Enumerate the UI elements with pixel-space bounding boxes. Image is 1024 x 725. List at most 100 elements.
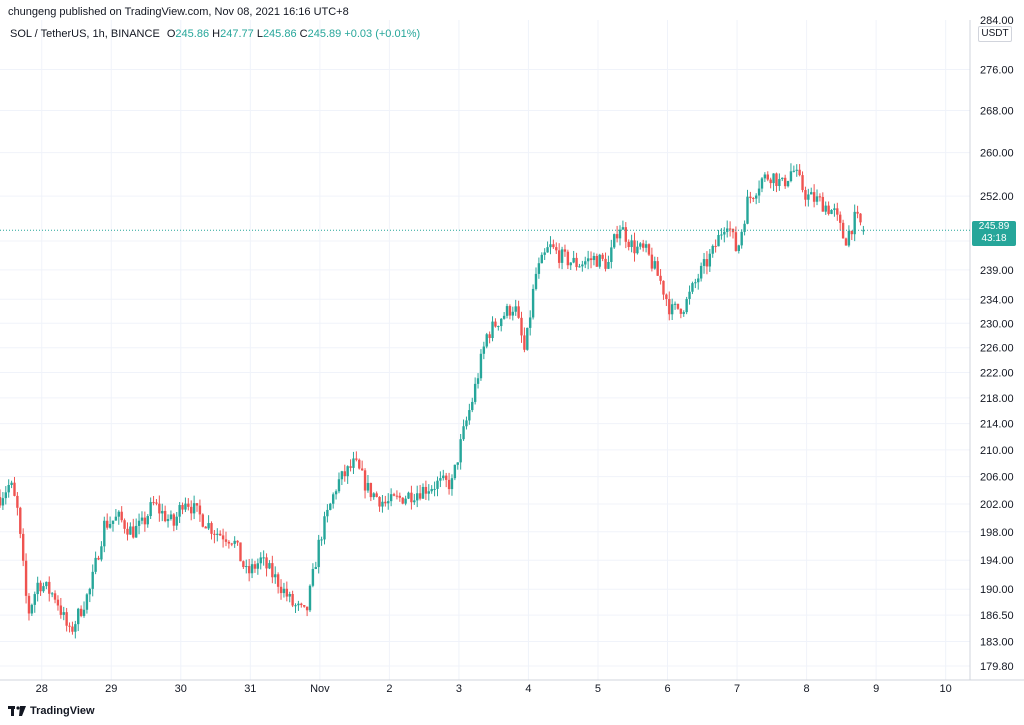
candle [444, 472, 448, 488]
candle-body [250, 564, 254, 574]
candle [163, 505, 167, 523]
candle-body [36, 582, 39, 595]
candle-body [7, 484, 10, 493]
candle-body [468, 410, 471, 421]
candle [708, 249, 712, 272]
candle [491, 316, 494, 342]
candle-body [754, 195, 758, 199]
candle-body [514, 306, 517, 312]
candle [149, 497, 152, 519]
candle [65, 607, 68, 632]
candle-body [378, 496, 381, 507]
candle [175, 511, 178, 530]
candle-body [711, 245, 714, 254]
candle-body [398, 495, 402, 498]
candle-body [340, 471, 344, 480]
candle [549, 236, 552, 255]
candle-body [488, 334, 491, 339]
candle-body [520, 317, 523, 336]
candle-body [198, 505, 202, 515]
candle-body [311, 568, 315, 586]
candle-body [363, 470, 367, 491]
candle-body [74, 624, 77, 632]
candle-body [442, 475, 445, 479]
tradingview-brand[interactable]: TradingView [8, 705, 95, 717]
candle [528, 310, 532, 336]
candle [511, 306, 515, 321]
candle-body [166, 519, 170, 522]
candle [537, 257, 541, 279]
candle-body [731, 228, 735, 233]
candle [410, 485, 413, 510]
candle [201, 513, 205, 528]
candle [592, 252, 596, 266]
candle [827, 201, 830, 216]
candle [691, 281, 694, 295]
candle-body [184, 503, 187, 510]
candle [398, 492, 402, 502]
candle [294, 603, 297, 614]
price-tick-label: 268.00 [980, 105, 1014, 117]
candle-body [563, 249, 567, 252]
candle-body [740, 231, 743, 246]
candle-body [772, 173, 775, 184]
candle [818, 193, 822, 202]
candle-body [274, 574, 277, 578]
candle [702, 252, 706, 274]
candle-body [181, 505, 184, 510]
candle-body [752, 198, 755, 200]
candle [786, 180, 790, 188]
candle [401, 497, 404, 505]
candle-body [653, 261, 656, 269]
close-label: C [299, 28, 308, 40]
candle-body [172, 514, 176, 526]
candle [88, 587, 92, 603]
candle-body [859, 213, 862, 223]
candle-body [444, 475, 448, 480]
candle-body [734, 232, 738, 251]
candle [862, 225, 865, 235]
candle-body [572, 257, 575, 263]
candle [85, 593, 89, 614]
candle [760, 177, 764, 193]
candle [801, 171, 804, 193]
candle-body [778, 179, 781, 186]
candle [482, 341, 486, 360]
candle [505, 303, 509, 319]
currency-button[interactable]: USDT [978, 26, 1012, 42]
candle-body [352, 458, 355, 468]
candle [540, 252, 543, 264]
candle-body [140, 517, 144, 521]
time-tick-label: 6 [664, 683, 670, 695]
candle-body [757, 188, 761, 196]
candle-body [134, 525, 138, 538]
time-tick-label: 30 [175, 683, 187, 695]
candle-body [691, 283, 694, 292]
candle [471, 397, 474, 413]
candle [563, 244, 567, 257]
candle-body [618, 229, 622, 239]
candle-body [476, 378, 480, 384]
candle-body [395, 495, 399, 497]
symbol-label[interactable]: SOL / TetherUS, 1h, BINANCE [10, 28, 160, 40]
candle [676, 303, 680, 310]
candle [366, 475, 370, 493]
price-tick-label: 218.00 [980, 393, 1014, 405]
candle [224, 531, 228, 547]
candle [615, 225, 619, 243]
candle [195, 502, 199, 512]
candle-body [862, 230, 865, 232]
candle-body [714, 245, 717, 247]
candle-body [24, 560, 28, 596]
candle-body [236, 540, 239, 543]
candle-body [584, 261, 587, 265]
candle-body [56, 599, 60, 606]
candle [187, 498, 190, 511]
candle-body [175, 516, 178, 526]
candle [56, 595, 60, 611]
candle [155, 498, 158, 506]
candle-body [827, 205, 830, 214]
candle-body [723, 231, 726, 235]
candle-body [401, 497, 404, 504]
